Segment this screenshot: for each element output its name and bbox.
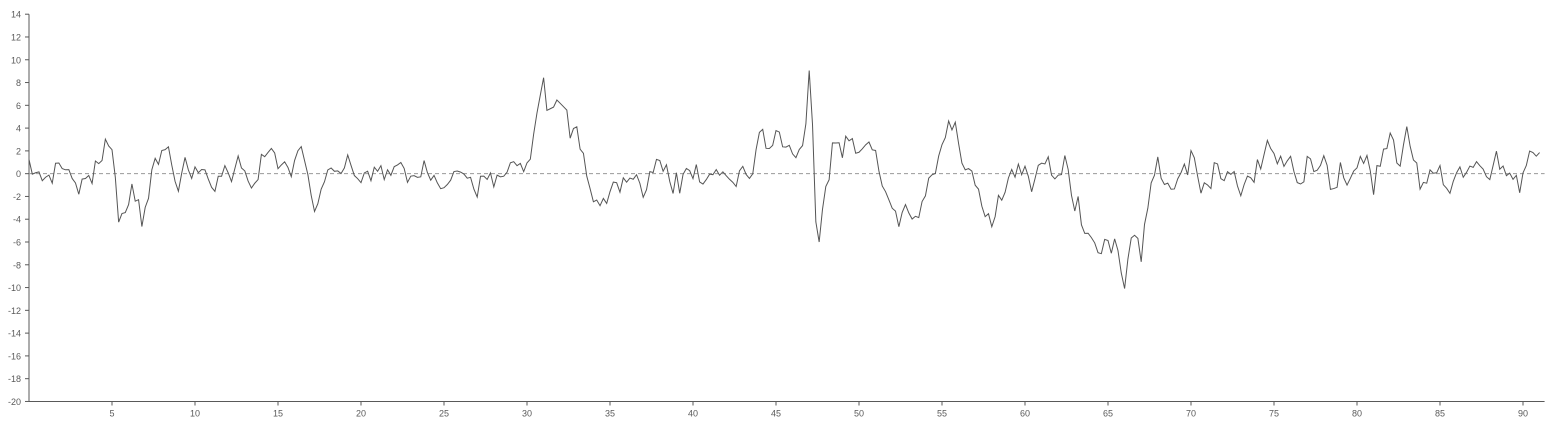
svg-text:45: 45	[771, 408, 781, 418]
svg-text:2: 2	[16, 146, 21, 156]
svg-text:80: 80	[1352, 408, 1362, 418]
svg-text:-2: -2	[13, 192, 21, 202]
svg-text:14: 14	[11, 10, 21, 20]
svg-text:40: 40	[688, 408, 698, 418]
svg-text:-4: -4	[13, 215, 21, 225]
svg-text:70: 70	[1186, 408, 1196, 418]
svg-text:10: 10	[11, 55, 21, 65]
svg-text:25: 25	[439, 408, 449, 418]
svg-text:-20: -20	[8, 397, 21, 407]
svg-text:6: 6	[16, 101, 21, 111]
svg-text:20: 20	[356, 408, 366, 418]
svg-text:65: 65	[1103, 408, 1113, 418]
svg-text:75: 75	[1269, 408, 1279, 418]
svg-text:55: 55	[937, 408, 947, 418]
svg-text:0: 0	[16, 169, 21, 179]
svg-text:4: 4	[16, 124, 21, 134]
svg-text:-8: -8	[13, 260, 21, 270]
svg-text:50: 50	[854, 408, 864, 418]
svg-text:10: 10	[190, 408, 200, 418]
svg-text:-10: -10	[8, 283, 21, 293]
svg-text:15: 15	[273, 408, 283, 418]
svg-text:-12: -12	[8, 306, 21, 316]
svg-text:90: 90	[1518, 408, 1528, 418]
svg-text:35: 35	[605, 408, 615, 418]
svg-text:60: 60	[1020, 408, 1030, 418]
svg-text:8: 8	[16, 78, 21, 88]
svg-text:-14: -14	[8, 329, 21, 339]
svg-text:-18: -18	[8, 374, 21, 384]
svg-text:12: 12	[11, 32, 21, 42]
svg-text:85: 85	[1435, 408, 1445, 418]
svg-text:5: 5	[109, 408, 114, 418]
svg-text:30: 30	[522, 408, 532, 418]
svg-text:-16: -16	[8, 351, 21, 361]
svg-text:-6: -6	[13, 238, 21, 248]
